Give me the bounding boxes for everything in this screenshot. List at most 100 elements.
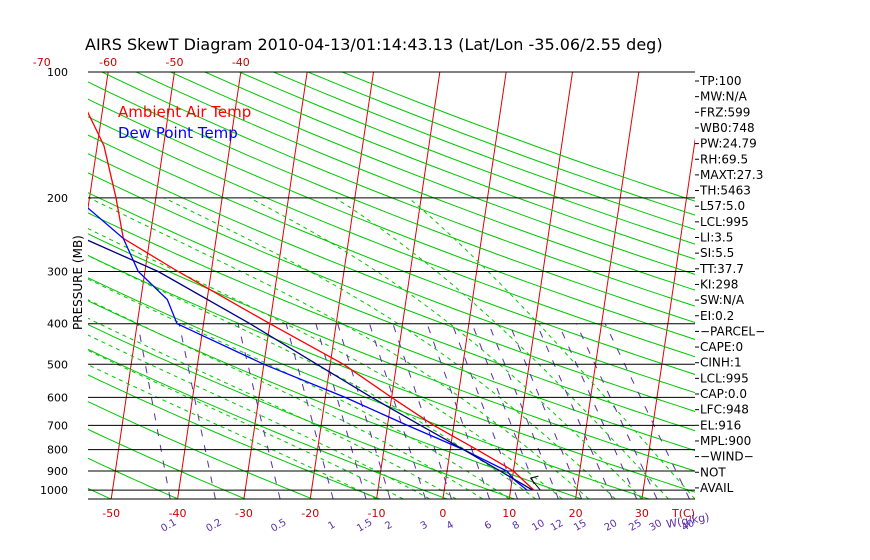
mixing-ratio-tick-label: 8: [511, 519, 522, 532]
dry-adiabat-line: [88, 277, 650, 499]
dry-adiabat-line: [88, 374, 381, 499]
dry-adiabat-line: [88, 254, 695, 493]
dry-adiabat-line: [88, 98, 695, 340]
legend-ambient-air-temp: Ambient Air Temp: [118, 103, 251, 121]
dry-adiabat-line: [88, 300, 582, 499]
pressure-tick-label: 900: [47, 465, 68, 478]
dry-adiabat-line: [239, 72, 695, 245]
index-label: CAP:0.0: [700, 387, 747, 401]
isotherm-line: [88, 72, 109, 212]
index-label: LCL:995: [700, 371, 749, 385]
moist-adiabat-lines: [88, 197, 695, 499]
bottom-temperature-tick-label: 20: [569, 507, 583, 520]
dry-adiabat-line: [88, 212, 695, 452]
index-label: CAPE:0: [700, 340, 743, 354]
pressure-tick-label: 700: [47, 419, 68, 432]
dry-adiabat-line: [101, 72, 695, 307]
mixing-ratio-line: [575, 323, 658, 499]
bottom-temperature-tick-label: -30: [235, 507, 253, 520]
dry-adiabat-line: [136, 72, 695, 291]
bottom-temperature-tick-label: 10: [502, 507, 516, 520]
dry-adiabat-line: [0, 72, 44, 499]
mixing-ratio-tick-label: 15: [572, 518, 589, 534]
moist-adiabat-line: [335, 197, 669, 499]
pressure-tick-label: 200: [47, 192, 68, 205]
index-label: TT:37.7: [699, 262, 744, 276]
mixing-ratio-line: [137, 323, 171, 499]
top-temperature-axis: -120-110-100-90-80-70-60-50-40: [33, 56, 250, 69]
index-label: SI:5.5: [700, 246, 734, 260]
index-label: EI:0.2: [700, 309, 734, 323]
dry-adiabat-line: [88, 153, 695, 394]
dry-adiabat-line: [88, 401, 313, 499]
series-line-dew-point-temp: [88, 207, 528, 491]
isotherm-line: [0, 72, 42, 499]
mixing-ratio-tick-label: 1: [326, 519, 337, 532]
index-label: RH:69.5: [700, 152, 748, 166]
index-label: MPL:900: [700, 434, 751, 448]
isotherm-line: [575, 72, 640, 499]
index-label: −WIND−: [700, 450, 754, 464]
index-label: MAXT:27.3: [700, 168, 763, 182]
mixing-ratio-tick-label: 30: [647, 518, 664, 534]
series-line-ambient-air-temp: [88, 111, 535, 491]
dry-adiabat-line: [88, 81, 695, 324]
mixing-ratio-tick-label: 25: [627, 518, 644, 534]
isotherm-line: [110, 72, 175, 499]
mixing-ratio-tick-label: 4: [445, 519, 456, 532]
pressure-tick-label: 500: [47, 358, 68, 371]
bottom-temperature-tick-label: 0: [439, 507, 446, 520]
dry-adiabat-line: [88, 233, 695, 472]
mixing-ratio-tick-label: 0.5: [269, 517, 288, 534]
isotherm-line: [641, 137, 695, 499]
bottom-temperature-tick-label: -20: [301, 507, 319, 520]
pressure-axis: 100 200 300 400 500 600 700 800 900 1000: [40, 66, 68, 497]
pressure-tick-label: 100: [47, 66, 68, 79]
index-label: LCL:995: [700, 215, 749, 229]
mixing-ratio-tick-label: 12: [549, 518, 566, 534]
moist-adiabat-line: [88, 254, 537, 499]
isotherm-line: [775, 72, 838, 499]
dry-adiabat-line: [88, 348, 448, 499]
moist-adiabat-line: [88, 334, 430, 499]
isotherm-line: [442, 72, 507, 499]
dry-adiabat-line: [88, 134, 695, 375]
index-label: PW:24.79: [700, 137, 757, 151]
series-line-parcel: [88, 239, 533, 491]
isobar-lines: [88, 71, 695, 500]
legend: Ambient Air Temp Dew Point Temp: [118, 103, 251, 142]
moist-adiabat-line: [88, 278, 510, 499]
pressure-tick-label: 1000: [40, 484, 68, 497]
mixing-ratio-tick-label: 10: [530, 518, 547, 534]
index-label: SW:N/A: [700, 293, 745, 307]
moist-adiabat-line: [88, 349, 404, 499]
bottom-temperature-axis: -50 -40 -30 -20 -10 0 10 20 30: [102, 507, 649, 520]
dry-adiabat-line: [88, 192, 695, 432]
pressure-tick-label: 600: [47, 391, 68, 404]
wind-barb: [530, 475, 541, 491]
index-label: −PARCEL−: [700, 324, 765, 338]
bottom-temperature-tick-label: -50: [102, 507, 120, 520]
index-label: WB0:748: [700, 121, 755, 135]
wind-barb-staff: [530, 477, 541, 491]
index-label: LI:3.5: [700, 231, 733, 245]
isotherm-line: [508, 72, 573, 499]
legend-dew-point-temp: Dew Point Temp: [118, 124, 238, 142]
mixing-ratio-tick-label: 3: [419, 519, 430, 532]
wind-barb-flag: [530, 475, 539, 479]
top-temperature-tick-label: -50: [165, 56, 183, 69]
dry-adiabat-line: [88, 172, 695, 412]
mixing-ratio-tick-label: 6: [483, 519, 494, 532]
moist-adiabat-line: [408, 197, 695, 499]
moist-adiabat-line: [89, 197, 590, 499]
pressure-tick-label: 800: [47, 444, 68, 457]
temperature-unit-label: T(C): [671, 507, 695, 520]
index-label: CINH:1: [700, 356, 742, 370]
index-label: L57:5.0: [700, 199, 745, 213]
mixing-ratio-tick-label: 20: [603, 518, 620, 534]
mixing-ratio-lines: [137, 323, 690, 499]
pressure-tick-label: 400: [47, 318, 68, 331]
dry-adiabat-line: [170, 72, 695, 275]
